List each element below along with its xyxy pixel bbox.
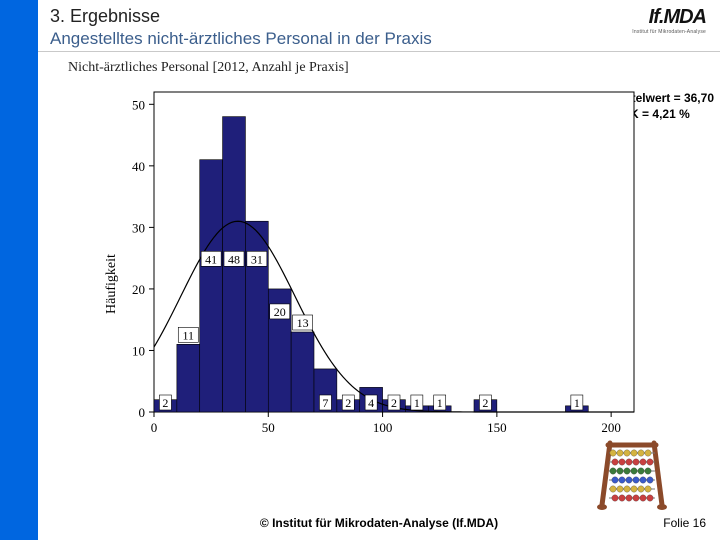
logo-text: If.MDA bbox=[632, 6, 706, 29]
section-number: 3. Ergebnisse bbox=[50, 6, 708, 27]
svg-text:150: 150 bbox=[487, 420, 507, 435]
slide-header: 3. Ergebnisse Angestelltes nicht-ärztlic… bbox=[38, 0, 720, 52]
svg-text:40: 40 bbox=[132, 159, 145, 174]
svg-text:0: 0 bbox=[139, 405, 146, 420]
slide-subtitle: Angestelltes nicht-ärztliches Personal i… bbox=[50, 29, 708, 49]
svg-text:50: 50 bbox=[132, 97, 145, 112]
logo: If.MDA Institut für Mikrodaten-Analyse bbox=[632, 6, 706, 35]
svg-text:2: 2 bbox=[391, 396, 397, 410]
svg-text:1: 1 bbox=[437, 396, 443, 410]
svg-text:1: 1 bbox=[574, 396, 580, 410]
plot-svg: 0102030405005010015020021141483120137242… bbox=[106, 84, 666, 454]
svg-text:100: 100 bbox=[373, 420, 393, 435]
histogram-plot: Häufigkeit 01020304050050100150200211414… bbox=[106, 84, 666, 444]
svg-text:200: 200 bbox=[601, 420, 621, 435]
svg-text:30: 30 bbox=[132, 220, 145, 235]
svg-text:50: 50 bbox=[262, 420, 275, 435]
svg-text:41: 41 bbox=[205, 252, 217, 266]
slide-number: Folie 16 bbox=[663, 516, 706, 530]
svg-text:11: 11 bbox=[183, 328, 195, 342]
svg-text:10: 10 bbox=[132, 343, 145, 358]
svg-text:48: 48 bbox=[228, 252, 240, 266]
svg-text:31: 31 bbox=[251, 252, 263, 266]
svg-text:4: 4 bbox=[368, 396, 374, 410]
svg-text:20: 20 bbox=[132, 282, 145, 297]
svg-text:0: 0 bbox=[151, 420, 158, 435]
abacus-icon bbox=[596, 435, 668, 518]
svg-text:20: 20 bbox=[274, 305, 286, 319]
svg-text:2: 2 bbox=[162, 396, 168, 410]
slide-accent-bar bbox=[0, 0, 38, 540]
svg-text:1: 1 bbox=[414, 396, 420, 410]
chart-title: Nicht-ärztliches Personal [2012, Anzahl … bbox=[68, 60, 688, 76]
svg-text:2: 2 bbox=[345, 396, 351, 410]
svg-text:7: 7 bbox=[322, 396, 328, 410]
svg-text:13: 13 bbox=[297, 316, 309, 330]
svg-text:2: 2 bbox=[482, 396, 488, 410]
logo-subtext: Institut für Mikrodaten-Analyse bbox=[632, 29, 706, 35]
footer-credit: © Institut für Mikrodaten-Analyse (If.MD… bbox=[38, 516, 720, 530]
chart-container: Nicht-ärztliches Personal [2012, Anzahl … bbox=[68, 60, 688, 444]
